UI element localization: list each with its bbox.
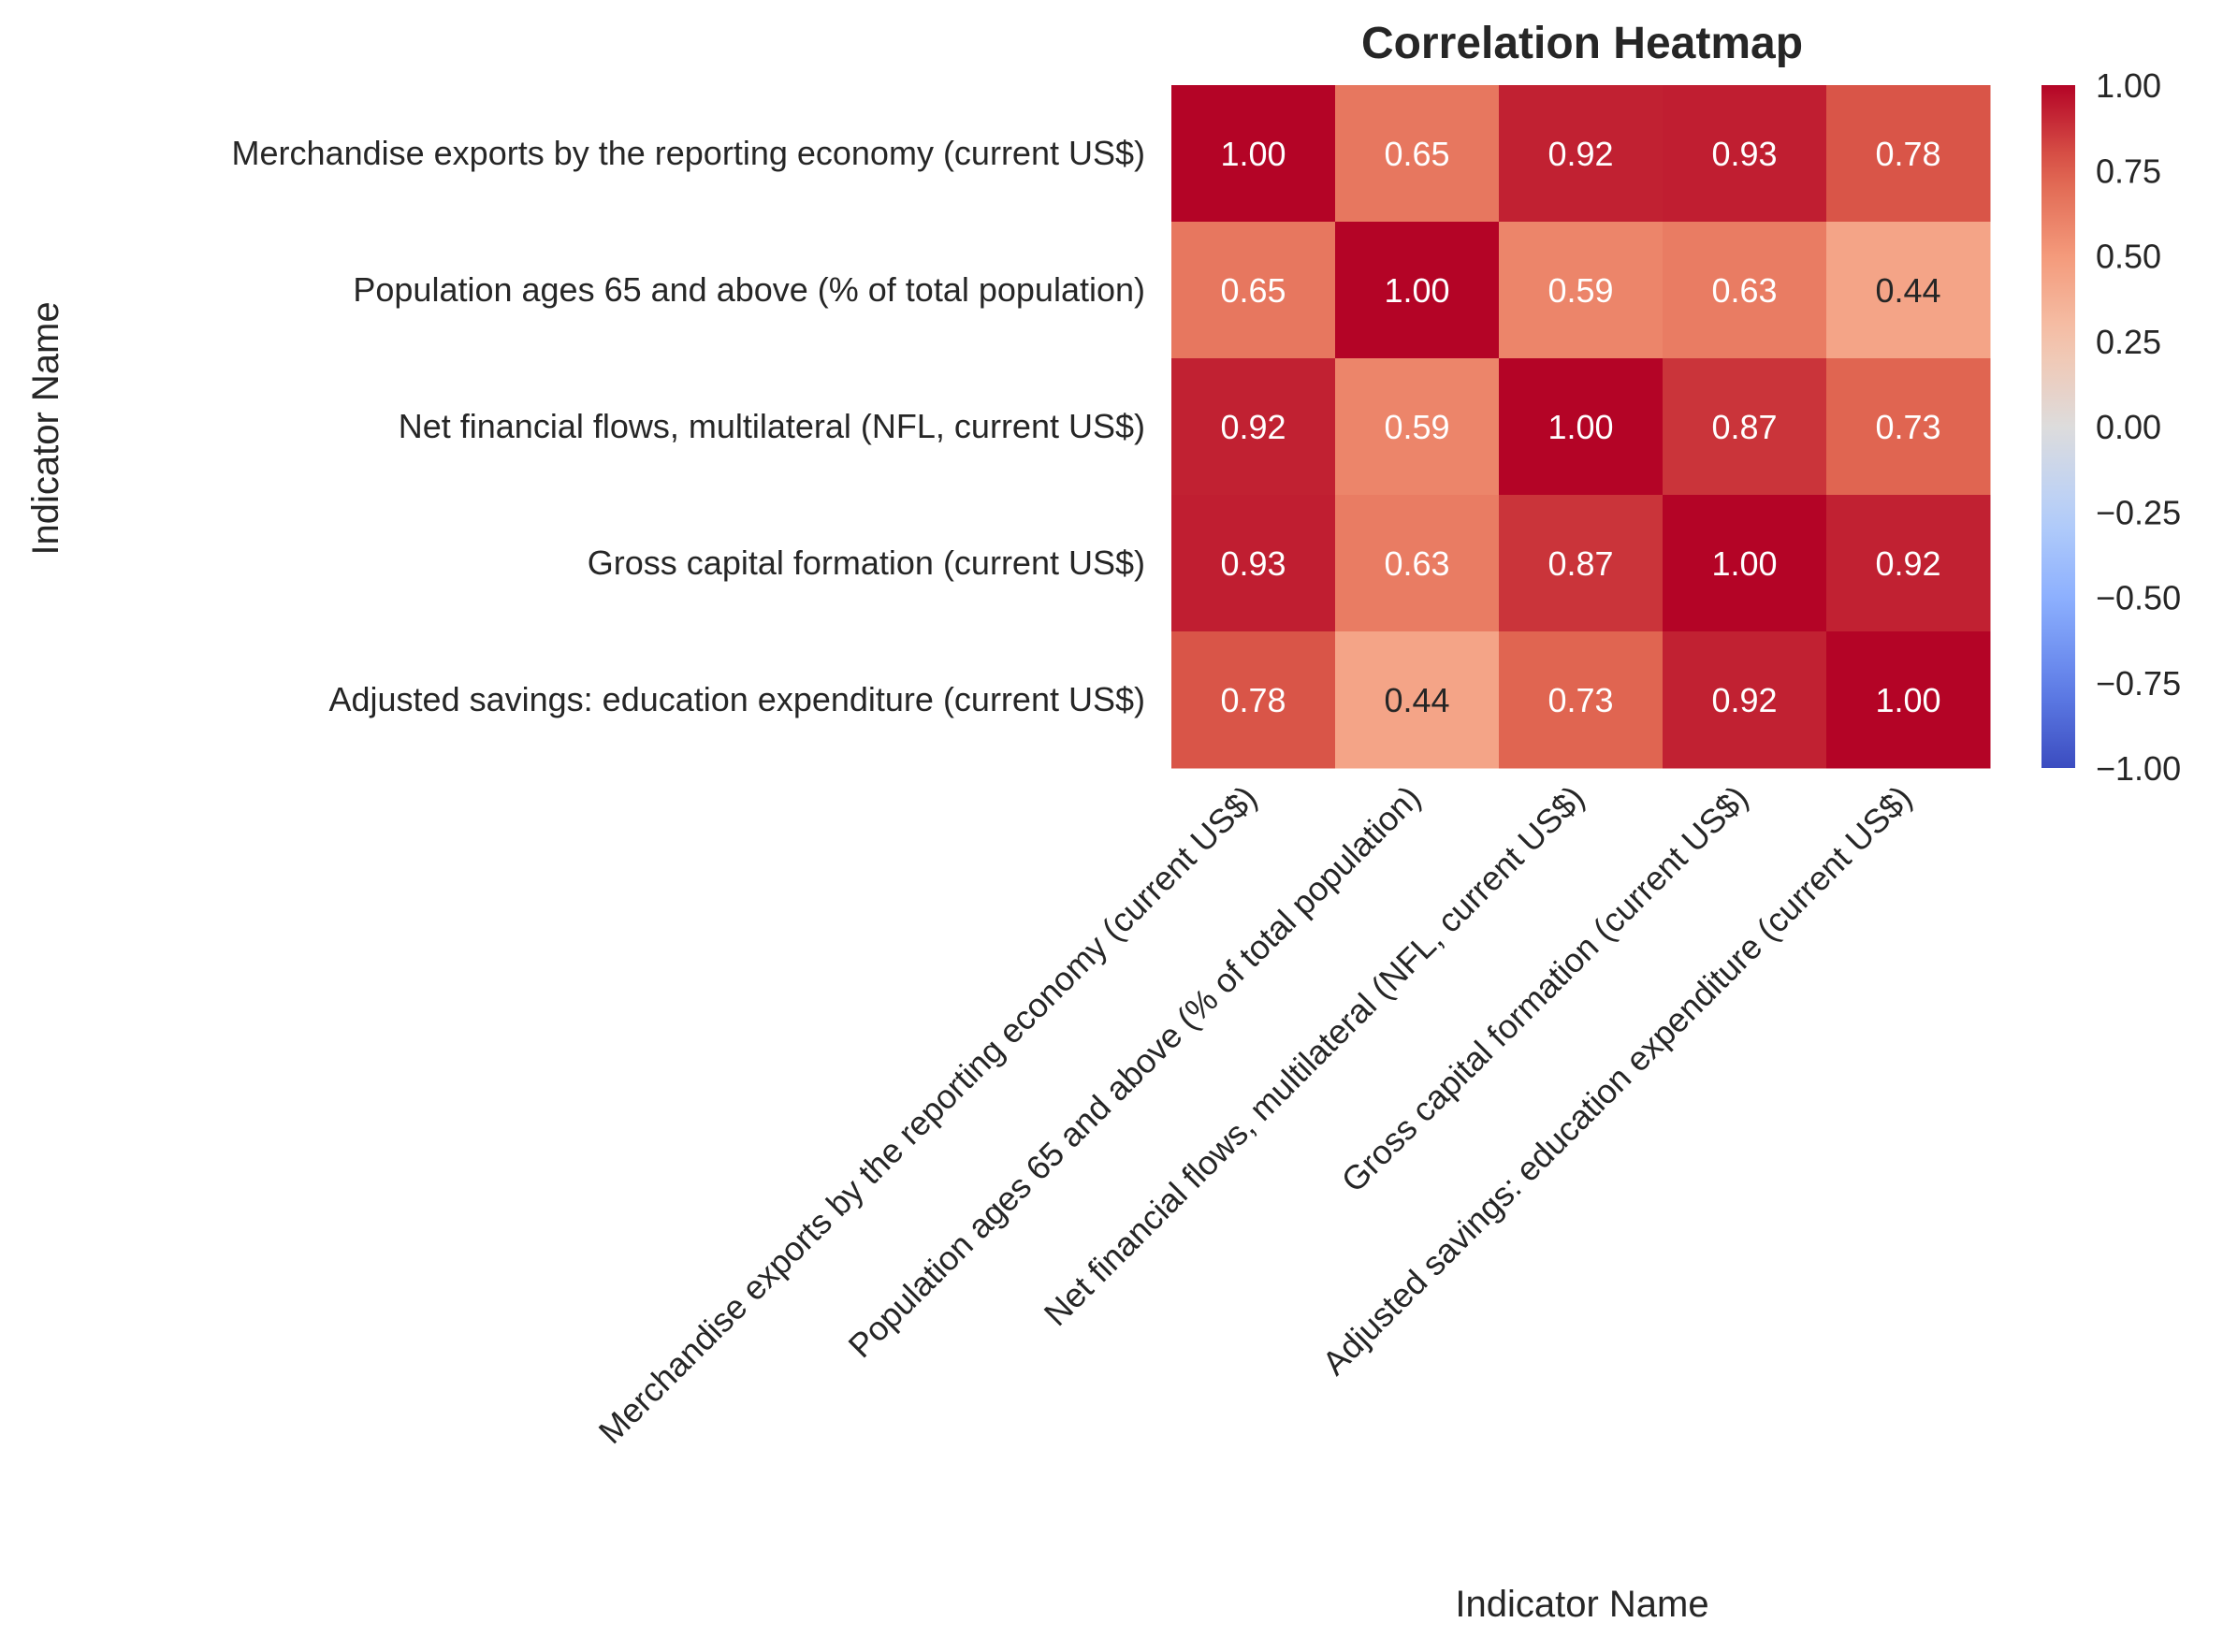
heatmap-cell-r1-c0	[1171, 222, 1336, 359]
x-tick-label-2: Net financial flows, multilateral (NFL, …	[1037, 778, 1591, 1333]
heatmap-cell-value-r4-c1: 0.44	[1384, 681, 1449, 719]
heatmap-cell-r2-c2	[1499, 358, 1664, 496]
y-tick-label-3: Gross capital formation (current US$)	[588, 543, 1145, 582]
heatmap-cell-r2-c4	[1826, 358, 1991, 496]
heatmap-cell-value-r4-c3: 0.92	[1711, 681, 1777, 719]
heatmap-cell-value-r1-c1: 1.00	[1384, 271, 1449, 310]
y-tick-label-1: Population ages 65 and above (% of total…	[353, 270, 1145, 309]
heatmap-cell-r0-c1	[1335, 85, 1500, 223]
y-tick-label-4: Adjusted savings: education expenditure …	[329, 680, 1146, 718]
heatmap-cell-value-r4-c2: 0.73	[1547, 681, 1613, 719]
colorbar-ticks: 1.00 0.75 0.50 0.25 0.00 −0.25 −0.50 −0.75 −1.00	[2096, 66, 2181, 788]
heatmap-cell-value-r2-c3: 0.87	[1711, 408, 1777, 446]
heatmap-cell-value-r3-c1: 0.63	[1384, 544, 1449, 583]
heatmap-cell-value-r3-c3: 1.00	[1711, 544, 1777, 583]
heatmap-cell-r1-c1	[1335, 222, 1500, 359]
heatmap-cell-labels: 1.00 0.65 0.92 0.93 0.78 0.65 1.00 0.59 0.63 0.44…	[1220, 135, 1940, 719]
heatmap-cell-r4-c1	[1335, 631, 1500, 769]
y-tick-label-2: Net financial flows, multilateral (NFL, …	[399, 407, 1145, 445]
heatmap-cell-value-r3-c0: 0.93	[1220, 544, 1286, 583]
heatmap-cell-r2-c1	[1335, 358, 1500, 496]
heatmap-cell-value-r1-c0: 0.65	[1220, 271, 1286, 310]
heatmap-cell-r0-c0	[1171, 85, 1336, 223]
heatmap-cell-value-r2-c0: 0.92	[1220, 408, 1286, 446]
heatmap-cell-r1-c2	[1499, 222, 1664, 359]
colorbar-tick-label-4: 0.00	[2096, 408, 2161, 446]
heatmap-cell-value-r1-c3: 0.63	[1711, 271, 1777, 310]
x-axis-label: Indicator Name	[1455, 1584, 1708, 1625]
heatmap-cell-value-r4-c4: 1.00	[1875, 681, 1940, 719]
colorbar-tick-label-0: 1.00	[2096, 66, 2161, 105]
heatmap-cell-r4-c3	[1663, 631, 1827, 769]
heatmap-cell-value-r0-c3: 0.93	[1711, 135, 1777, 173]
colorbar-tick-label-1: 0.75	[2096, 152, 2161, 190]
heatmap-cell-r2-c0	[1171, 358, 1336, 496]
y-axis-tick-labels: Merchandise exports by the reporting eco…	[232, 134, 1145, 718]
heatmap-cell-value-r2-c4: 0.73	[1875, 408, 1940, 446]
heatmap-cell-r4-c4	[1826, 631, 1991, 769]
heatmap-cell-r4-c0	[1171, 631, 1336, 769]
heatmap-cell-r1-c3	[1663, 222, 1827, 359]
heatmap-cell-value-r1-c2: 0.59	[1547, 271, 1613, 310]
heatmap-cell-r1-c4	[1826, 222, 1991, 359]
heatmap-cell-r0-c2	[1499, 85, 1664, 223]
heatmap-cell-value-r2-c1: 0.59	[1384, 408, 1449, 446]
heatmap-cell-value-r3-c4: 0.92	[1875, 544, 1940, 583]
heatmap-cell-value-r4-c0: 0.78	[1220, 681, 1286, 719]
colorbar-tick-label-5: −0.25	[2096, 493, 2181, 531]
colorbar-tick-label-3: 0.25	[2096, 323, 2161, 361]
colorbar-tick-label-6: −0.50	[2096, 579, 2181, 617]
heatmap-cell-r3-c0	[1171, 495, 1336, 632]
heatmap-cell-value-r0-c4: 0.78	[1875, 135, 1940, 173]
heatmap-cell-r4-c2	[1499, 631, 1664, 769]
heatmap-cell-value-r2-c2: 1.00	[1547, 408, 1613, 446]
heatmap-cell-r3-c2	[1499, 495, 1664, 632]
heatmap-cell-r3-c1	[1335, 495, 1500, 632]
heatmap-cell-value-r0-c0: 1.00	[1220, 135, 1286, 173]
chart-title: Correlation Heatmap	[1361, 19, 1803, 68]
x-tick-label-0: Merchandise exports by the reporting eco…	[591, 778, 1264, 1451]
heatmap-cell-r0-c3	[1663, 85, 1827, 223]
heatmap-cell-value-r0-c1: 0.65	[1384, 135, 1449, 173]
x-axis-tick-labels: Merchandise exports by the reporting eco…	[591, 778, 1919, 1451]
heatmap-cells	[1171, 85, 1991, 769]
y-tick-label-0: Merchandise exports by the reporting eco…	[232, 134, 1145, 172]
heatmap-cell-r2-c3	[1663, 358, 1827, 496]
colorbar	[2041, 85, 2075, 768]
heatmap-cell-r0-c4	[1826, 85, 1991, 223]
x-tick-label-1: Population ages 65 and above (% of total…	[841, 778, 1429, 1366]
y-axis-label: Indicator Name	[25, 301, 66, 555]
heatmap-cell-value-r1-c4: 0.44	[1875, 271, 1940, 310]
heatmap-cell-r3-c3	[1663, 495, 1827, 632]
x-tick-label-4: Adjusted savings: education expenditure …	[1315, 778, 1919, 1383]
colorbar-tick-label-2: 0.50	[2096, 238, 2161, 276]
heatmap-cell-r3-c4	[1826, 495, 1991, 632]
colorbar-tick-label-7: −0.75	[2096, 664, 2181, 703]
heatmap-cell-value-r3-c2: 0.87	[1547, 544, 1613, 583]
colorbar-tick-label-8: −1.00	[2096, 749, 2181, 788]
heatmap-cell-value-r0-c2: 0.92	[1547, 135, 1613, 173]
